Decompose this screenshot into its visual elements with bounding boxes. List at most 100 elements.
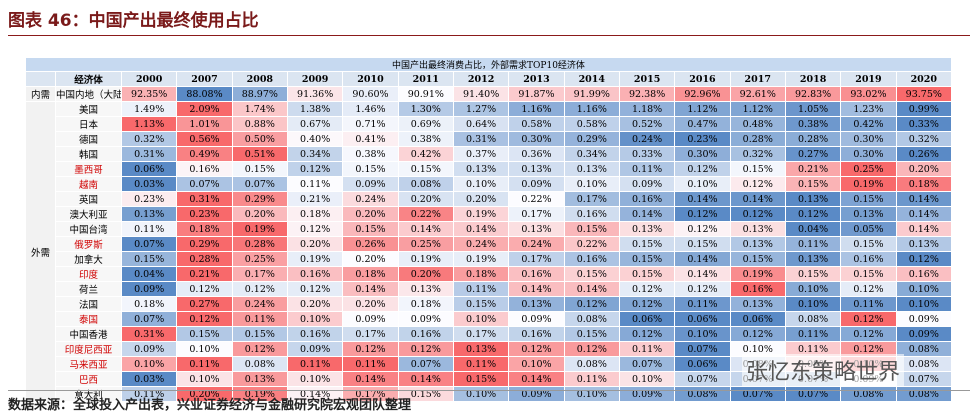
value-cell: 0.67%: [286, 116, 344, 132]
value-cell: 0.14%: [342, 371, 399, 387]
data-row: 内需中国内地（大陆）92.35%88.08%88.97%91.36%90.60%…: [25, 86, 953, 102]
value-cell: 0.10%: [563, 386, 620, 402]
value-cell: 1.23%: [840, 101, 897, 117]
value-cell: 0.14%: [342, 281, 399, 297]
header-cell: 2013: [508, 71, 565, 87]
value-cell: 0.31%: [120, 326, 178, 342]
value-cell: 0.13%: [120, 206, 178, 222]
value-cell: 0.21%: [176, 266, 233, 282]
value-cell: 0.50%: [231, 131, 288, 147]
value-cell: 0.28%: [231, 236, 288, 252]
value-cell: 0.24%: [231, 296, 288, 312]
value-cell: 0.10%: [176, 371, 233, 387]
value-cell: 0.11%: [286, 176, 344, 192]
value-cell: 0.10%: [784, 296, 842, 312]
value-cell: 0.19%: [397, 251, 454, 267]
value-cell: 0.09%: [397, 311, 454, 327]
value-cell: 0.27%: [784, 146, 842, 162]
value-cell: 0.17%: [563, 191, 620, 207]
value-cell: 0.08%: [895, 356, 953, 372]
value-cell: 0.11%: [563, 371, 620, 387]
value-cell: 0.49%: [176, 146, 233, 162]
row-name: 中国台湾: [55, 221, 122, 237]
value-cell: 0.30%: [840, 131, 897, 147]
value-cell: 0.11%: [342, 356, 399, 372]
row-name: 法国: [55, 296, 122, 312]
row-name: 加拿大: [55, 251, 122, 267]
value-cell: 0.18%: [286, 206, 344, 222]
value-cell: 0.17%: [508, 251, 565, 267]
value-cell: 0.13%: [840, 206, 897, 222]
value-cell: 0.12%: [729, 326, 786, 342]
header-cell: 2010: [342, 71, 399, 87]
value-cell: 0.16%: [840, 251, 897, 267]
value-cell: 0.13%: [452, 161, 510, 177]
value-cell: 93.02%: [840, 86, 897, 102]
value-cell: 0.22%: [397, 206, 454, 222]
value-cell: 0.12%: [674, 206, 731, 222]
value-cell: 0.15%: [452, 296, 510, 312]
value-cell: 1.27%: [452, 101, 510, 117]
value-cell: 0.20%: [342, 251, 399, 267]
value-cell: 1.05%: [784, 101, 842, 117]
value-cell: 0.15%: [674, 236, 731, 252]
data-row: 德国 0.32% 0.56% 0.50% 0.40% 0.41% 0.38% 0.31% 0.3…: [26, 131, 953, 147]
value-cell: 93.75%: [895, 86, 953, 102]
value-cell: 0.36%: [508, 146, 565, 162]
row-name: 马来西亚: [55, 356, 122, 372]
value-cell: 0.09%: [895, 311, 953, 327]
value-cell: 0.07%: [120, 236, 178, 252]
value-cell: 0.31%: [452, 131, 510, 147]
value-cell: 1.12%: [729, 101, 786, 117]
value-cell: 90.91%: [397, 86, 454, 102]
value-cell: 0.08%: [784, 311, 842, 327]
value-cell: 0.28%: [729, 131, 786, 147]
heatmap-table: 中国产出最终消费占比，外部需求TOP10经济体 经济体 2000 2007 2008 20…: [25, 57, 953, 402]
value-cell: 0.13%: [452, 341, 510, 357]
value-cell: 0.41%: [342, 131, 399, 147]
value-cell: 0.12%: [286, 281, 344, 297]
value-cell: 0.14%: [563, 281, 620, 297]
value-cell: 0.38%: [784, 116, 842, 132]
header-cell: [25, 71, 56, 87]
value-cell: 0.07%: [784, 386, 842, 402]
value-cell: 0.18%: [342, 266, 399, 282]
value-cell: 0.15%: [729, 251, 786, 267]
value-cell: 0.15%: [729, 161, 786, 177]
value-cell: 0.08%: [840, 386, 897, 402]
value-cell: 0.13%: [784, 191, 842, 207]
header-cell: 2012: [452, 71, 510, 87]
value-cell: 0.12%: [231, 341, 288, 357]
value-cell: 0.06%: [729, 311, 786, 327]
value-cell: 0.16%: [397, 326, 454, 342]
value-cell: 0.20%: [342, 296, 399, 312]
value-cell: 0.14%: [452, 221, 510, 237]
value-cell: 0.06%: [120, 161, 178, 177]
header-cell: 2019: [840, 71, 897, 87]
value-cell: 0.20%: [397, 266, 454, 282]
value-cell: 1.49%: [120, 101, 178, 117]
row-name: 澳大利亚: [55, 206, 122, 222]
value-cell: 0.10%: [176, 341, 233, 357]
value-cell: 0.22%: [563, 236, 620, 252]
value-cell: 1.12%: [674, 101, 731, 117]
header-cell: 2020: [895, 71, 953, 87]
value-cell: 0.27%: [176, 296, 233, 312]
value-cell: 0.16%: [286, 326, 344, 342]
value-cell: 0.14%: [397, 371, 454, 387]
value-cell: 0.13%: [508, 221, 565, 237]
data-row: 法国 0.18% 0.27% 0.24% 0.20% 0.20% 0.18% 0.15% 0.1…: [26, 296, 953, 312]
value-cell: 0.15%: [784, 176, 842, 192]
value-cell: 0.08%: [674, 386, 731, 402]
row-name: 泰国: [55, 311, 122, 327]
value-cell: 0.12%: [618, 296, 676, 312]
value-cell: 0.07%: [674, 341, 731, 357]
value-cell: 0.26%: [342, 236, 399, 252]
value-cell: 0.58%: [508, 116, 565, 132]
value-cell: 0.32%: [120, 131, 178, 147]
value-cell: 0.06%: [618, 311, 676, 327]
value-cell: 91.36%: [286, 86, 344, 102]
header-cell: 2015: [618, 71, 676, 87]
value-cell: 0.22%: [508, 191, 565, 207]
